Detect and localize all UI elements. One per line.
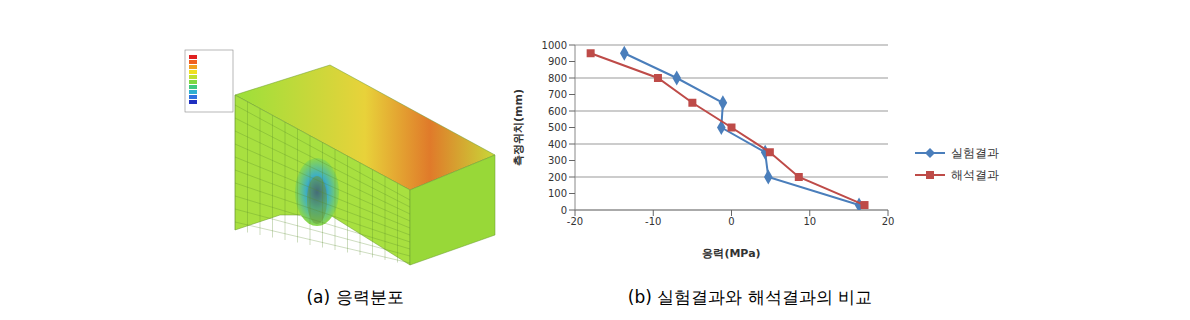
svg-text:측정위치(mm): 측정위치(mm)	[512, 89, 525, 166]
html-text:(b) 실험결과와 해석결과의 비교: (b) 실험결과와 해석결과의 비교	[627, 287, 873, 307]
html-text:해석결과: 해석결과	[951, 167, 999, 182]
svg-text:100: 100	[548, 188, 567, 199]
svg-text:700: 700	[548, 89, 567, 100]
svg-text:1000: 1000	[542, 40, 567, 51]
svg-text:20: 20	[882, 216, 895, 227]
svg-text:-20: -20	[567, 216, 583, 227]
svg-text:300: 300	[548, 155, 567, 166]
svg-text:200: 200	[548, 172, 567, 183]
svg-text:800: 800	[548, 73, 567, 84]
svg-text:500: 500	[548, 122, 567, 133]
svg-text:응력(MPa): 응력(MPa)	[702, 247, 760, 260]
svg-text:600: 600	[548, 106, 567, 117]
svg-text:-10: -10	[645, 216, 661, 227]
svg-text:400: 400	[548, 139, 567, 150]
svg-text:0: 0	[561, 205, 567, 216]
html-text:실험결과: 실험결과	[951, 145, 999, 160]
svg-text:0: 0	[728, 216, 734, 227]
svg-text:10: 10	[803, 216, 816, 227]
html-text:(a) 응력분포: (a) 응력분포	[306, 287, 404, 307]
svg-text:900: 900	[548, 56, 567, 67]
